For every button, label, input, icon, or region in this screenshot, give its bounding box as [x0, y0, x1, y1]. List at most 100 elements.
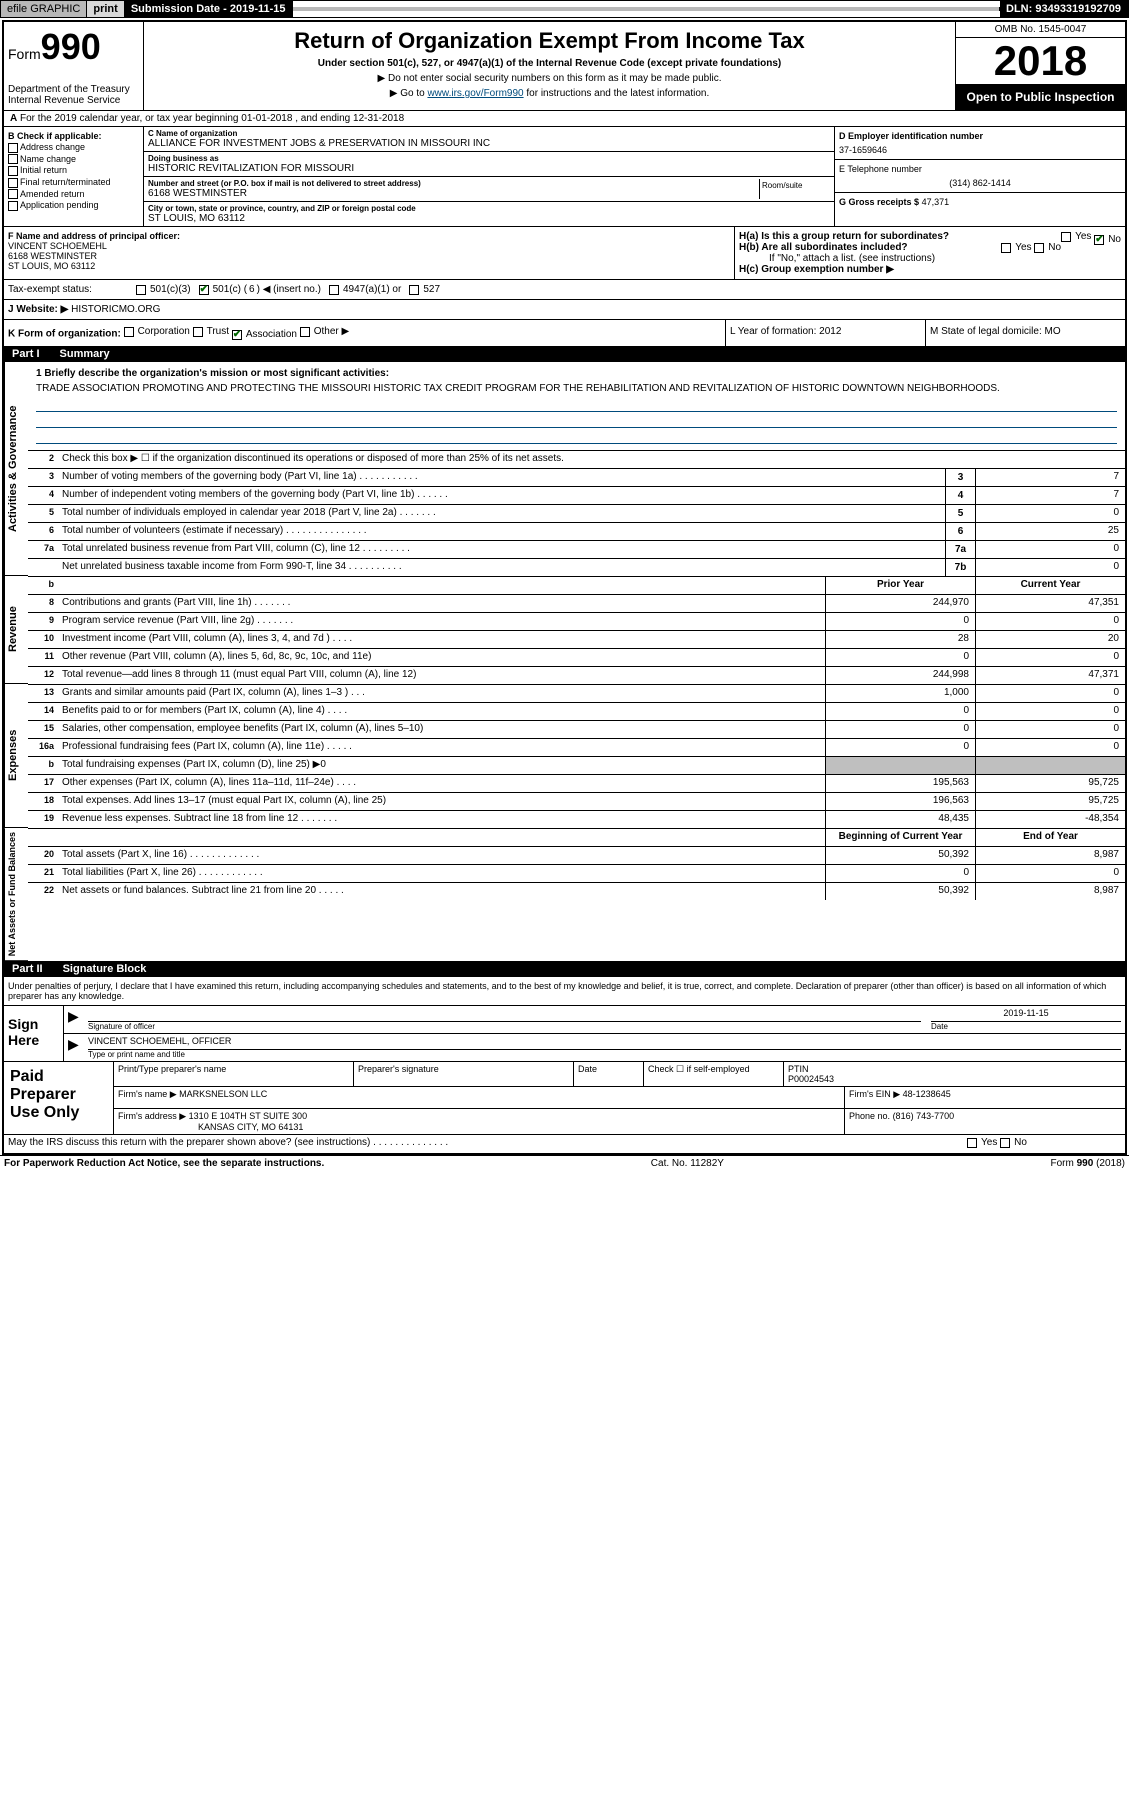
part1-tag: Part I [12, 348, 40, 360]
two-col-line: 17 Other expenses (Part IX, column (A), … [28, 774, 1125, 792]
cb-4947[interactable]: 4947(a)(1) or [329, 284, 401, 295]
discuss-row: May the IRS discuss this return with the… [4, 1134, 1125, 1153]
cb-final-return[interactable]: Final return/terminated [8, 177, 139, 188]
cb-trust[interactable]: Trust [193, 326, 229, 337]
box-D: D Employer identification number 37-1659… [835, 127, 1125, 226]
current-val: 0 [975, 703, 1125, 720]
cb-assoc[interactable]: Association [232, 329, 297, 340]
line-num: b [28, 757, 58, 774]
line-box: 5 [945, 505, 975, 522]
line-num: 5 [28, 505, 58, 522]
sig-field[interactable] [88, 1008, 921, 1022]
line-desc: Salaries, other compensation, employee b… [58, 721, 825, 738]
cb-amended[interactable]: Amended return [8, 189, 139, 200]
line-num: 7a [28, 541, 58, 558]
line-num: 15 [28, 721, 58, 738]
K-label: K Form of organization: [8, 329, 121, 340]
current-val: 95,725 [975, 775, 1125, 792]
cb-501c[interactable]: 501(c) (6) ◀ (insert no.) [199, 284, 321, 295]
prior-val: 1,000 [825, 685, 975, 702]
hb-yn: Yes No [1001, 242, 1061, 256]
form-990: Form990 Department of the Treasury Inter… [2, 20, 1127, 1155]
line-box: 4 [945, 487, 975, 504]
city: ST LOUIS, MO 63112 [148, 213, 830, 224]
current-val: 8,987 [975, 847, 1125, 864]
boxes-BCD: B Check if applicable: Address change Na… [4, 127, 1125, 226]
sign-here-label: Sign Here [4, 1006, 64, 1061]
shaded-cell [975, 757, 1125, 774]
gross: 47,371 [922, 197, 950, 207]
ptin: P00024543 [788, 1074, 1121, 1084]
prep-check[interactable]: Check ☐ if self-employed [644, 1062, 784, 1086]
line-desc: Total number of individuals employed in … [58, 505, 945, 522]
line-desc: Total fundraising expenses (Part IX, col… [58, 757, 825, 774]
line-desc: Total revenue—add lines 8 through 11 (mu… [58, 667, 825, 684]
head-b: b [28, 577, 58, 594]
line-num: 17 [28, 775, 58, 792]
line-desc: Other revenue (Part VIII, column (A), li… [58, 649, 825, 666]
line-desc: Contributions and grants (Part VIII, lin… [58, 595, 825, 612]
line-num: 18 [28, 793, 58, 810]
two-col-line: 18 Total expenses. Add lines 13–17 (must… [28, 792, 1125, 810]
irs-link[interactable]: www.irs.gov/Form990 [427, 88, 523, 99]
cb-initial-return[interactable]: Initial return [8, 165, 139, 176]
box-F-label: F Name and address of principal officer: [8, 231, 180, 241]
cb-other[interactable]: Other ▶ [300, 326, 349, 337]
two-col-line: 9 Program service revenue (Part VIII, li… [28, 612, 1125, 630]
mission-block: 1 Briefly describe the organization's mi… [28, 362, 1125, 450]
prior-val: 0 [825, 721, 975, 738]
gross-label: G Gross receipts $ [839, 197, 919, 207]
officer-print: VINCENT SCHOEMEHL, OFFICER [88, 1036, 1121, 1050]
two-col-line: 8 Contributions and grants (Part VIII, l… [28, 594, 1125, 612]
org-name-label: C Name of organization [148, 129, 830, 138]
arrow-icon: ▶ [68, 1008, 88, 1031]
M-cell: M State of legal domicile: MO [925, 320, 1125, 346]
line-box: 7a [945, 541, 975, 558]
cb-app-pending[interactable]: Application pending [8, 200, 139, 211]
line-val: 7 [975, 487, 1125, 504]
officer-city: ST LOUIS, MO 63112 [8, 261, 730, 271]
note2-suffix: for instructions and the latest informat… [524, 88, 710, 99]
footer-mid: Cat. No. 11282Y [651, 1158, 724, 1169]
cb-corp[interactable]: Corporation [124, 326, 190, 337]
prior-val: 28 [825, 631, 975, 648]
line-desc: Net unrelated business taxable income fr… [58, 559, 945, 576]
line-num: 13 [28, 685, 58, 702]
tel-cell: E Telephone number (314) 862-1414 [835, 160, 1125, 193]
line-val: 25 [975, 523, 1125, 540]
head-current: Current Year [975, 577, 1125, 594]
box-H: H(a) Is this a group return for subordin… [735, 227, 1125, 279]
sig-officer-label: Signature of officer [88, 1022, 921, 1031]
cb-501c3[interactable]: 501(c)(3) [136, 284, 191, 295]
sig-officer-line: ▶ Signature of officer 2019-11-15 Date [64, 1006, 1125, 1034]
form-number-value: 990 [41, 26, 101, 67]
discuss-yes[interactable]: Yes [967, 1137, 997, 1148]
line-num: 22 [28, 883, 58, 900]
cb-address-change[interactable]: Address change [8, 142, 139, 153]
firm-label: Firm's name ▶ [118, 1089, 177, 1099]
note-link: ▶ Go to www.irs.gov/Form990 for instruct… [148, 88, 951, 99]
paid-addr-line: Firm's address ▶ 1310 E 104TH ST SUITE 3… [114, 1109, 1125, 1134]
two-col-line: 21 Total liabilities (Part X, line 26) .… [28, 864, 1125, 882]
line-desc: Total number of volunteers (estimate if … [58, 523, 945, 540]
current-val: 0 [975, 721, 1125, 738]
line-desc: Revenue less expenses. Subtract line 18 … [58, 811, 825, 828]
line-desc: Professional fundraising fees (Part IX, … [58, 739, 825, 756]
two-col-line: 11 Other revenue (Part VIII, column (A),… [28, 648, 1125, 666]
firm-addr1: 1310 E 104TH ST SUITE 300 [189, 1111, 307, 1121]
firm-ein: 48-1238645 [903, 1089, 951, 1099]
current-val: 95,725 [975, 793, 1125, 810]
two-col-line: 14 Benefits paid to or for members (Part… [28, 702, 1125, 720]
discuss-no[interactable]: No [1000, 1137, 1027, 1148]
print-button[interactable]: print [87, 1, 124, 17]
part2-tag: Part II [12, 963, 43, 975]
prior-val: 244,970 [825, 595, 975, 612]
head-end: End of Year [975, 829, 1125, 846]
gov-line: 4 Number of independent voting members o… [28, 486, 1125, 504]
firm-addr2: KANSAS CITY, MO 64131 [118, 1122, 840, 1132]
cb-527[interactable]: 527 [409, 284, 440, 295]
prior-val: 0 [825, 703, 975, 720]
cb-name-change[interactable]: Name change [8, 154, 139, 165]
submission-date-label: Submission Date - [131, 3, 227, 15]
line-box: 6 [945, 523, 975, 540]
